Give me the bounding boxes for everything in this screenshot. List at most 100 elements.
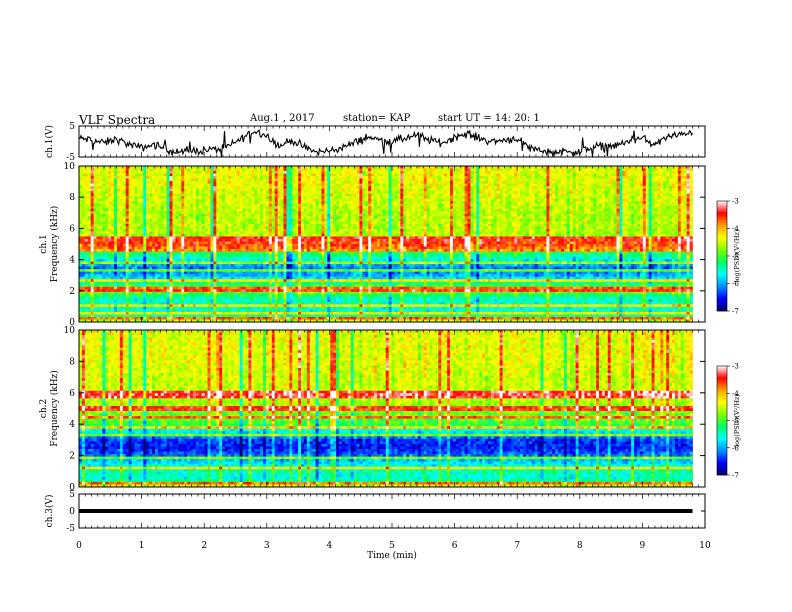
spectrogram-cell — [622, 201, 625, 204]
spectrogram-cell — [462, 174, 465, 177]
spectrogram-cell — [500, 194, 503, 197]
spectrogram-cell — [552, 181, 555, 184]
spectrogram-cell — [406, 199, 409, 202]
spectrogram-cell — [538, 171, 541, 174]
spectrogram-cell — [576, 204, 579, 207]
spectrogram-cell — [94, 201, 97, 204]
spectrogram-cell — [497, 174, 500, 177]
spectrogram-cell — [345, 201, 348, 204]
spectrogram-cell — [666, 171, 669, 174]
spectrogram-cell — [444, 191, 447, 194]
spectrogram-cell — [503, 181, 506, 184]
spectrogram-cell — [170, 179, 173, 182]
spectrogram-cell — [88, 174, 91, 177]
spectrogram-cell — [614, 201, 617, 204]
spectrogram-cell — [558, 201, 561, 204]
spectrogram-cell — [374, 171, 377, 174]
spectrogram-cell — [371, 199, 374, 202]
spectrogram-cell — [511, 186, 514, 189]
spectrogram-cell — [415, 176, 418, 179]
spectrogram-cell — [646, 174, 649, 177]
spectrogram-cell — [543, 186, 546, 189]
spectrogram-cell — [102, 174, 105, 177]
spectrogram-cell — [491, 196, 494, 199]
spectrogram-cell — [543, 169, 546, 172]
spectrogram-cell — [614, 169, 617, 172]
spectrogram-cell — [409, 196, 412, 199]
spectrogram-cell — [88, 169, 91, 172]
spectrogram-cell — [625, 179, 628, 182]
spectrogram-cell — [655, 189, 658, 192]
spectrogram-cell — [599, 204, 602, 207]
spectrogram-cell — [599, 181, 602, 184]
spectrogram-cell — [514, 204, 517, 207]
spectrogram-cell — [605, 171, 608, 174]
spectrogram-cell — [129, 196, 132, 199]
spectrogram-cell — [281, 199, 284, 202]
spectrogram-cell — [672, 171, 675, 174]
spectrogram-cell — [427, 201, 430, 204]
spectrogram-cell — [500, 196, 503, 199]
spectrogram-cell — [541, 199, 544, 202]
spectrogram-cell — [383, 186, 386, 189]
spectrogram-cell — [657, 201, 660, 204]
spectrogram-cell — [307, 199, 310, 202]
spectrogram-cell — [494, 199, 497, 202]
spectrogram-cell — [205, 191, 208, 194]
spectrogram-cell — [105, 201, 108, 204]
spectrogram-cell — [608, 171, 611, 174]
spectrogram-cell — [506, 201, 509, 204]
spectrogram-cell — [170, 204, 173, 207]
spectrogram-cell — [655, 191, 658, 194]
spectrogram-cell — [143, 181, 146, 184]
spectrogram-cell — [479, 199, 482, 202]
spectrogram-cell — [111, 201, 114, 204]
spectrogram-cell — [511, 171, 514, 174]
spectrogram-cell — [263, 184, 266, 187]
spectrogram-cell — [395, 194, 398, 197]
spectrogram-cell — [82, 174, 85, 177]
spectrogram-cell — [205, 201, 208, 204]
spectrogram-cell — [681, 176, 684, 179]
spectrogram-cell — [549, 174, 552, 177]
spectrogram-cell — [406, 186, 409, 189]
spectrogram-cell — [225, 169, 228, 172]
spectrogram-cell — [292, 181, 295, 184]
spectrogram-cell — [316, 186, 319, 189]
spectrogram-cell — [619, 179, 622, 182]
spectrogram-cell — [397, 176, 400, 179]
spectrogram-cell — [187, 199, 190, 202]
spectrogram-cell — [535, 176, 538, 179]
spectrogram-cell — [538, 184, 541, 187]
spectrogram-cell — [319, 179, 322, 182]
spectrogram-cell — [120, 199, 123, 202]
spectrogram-cell — [137, 186, 140, 189]
spectrogram-cell — [453, 176, 456, 179]
spectrogram-cell — [336, 201, 339, 204]
spectrogram-cell — [181, 194, 184, 197]
spectrogram-cell — [99, 194, 102, 197]
spectrogram-cell — [149, 181, 152, 184]
spectrogram-cell — [622, 186, 625, 189]
spectrogram-cell — [345, 191, 348, 194]
spectrogram-cell — [243, 174, 246, 177]
spectrogram-cell — [205, 196, 208, 199]
spectrogram-cell — [576, 196, 579, 199]
spectrogram-cell — [503, 184, 506, 187]
spectrogram-cell — [336, 194, 339, 197]
spectrogram-cell — [541, 196, 544, 199]
spectrogram-cell — [170, 174, 173, 177]
spectrogram-cell — [573, 191, 576, 194]
spectrogram-cell — [395, 174, 398, 177]
spectrogram-cell — [427, 184, 430, 187]
spectrogram-cell — [102, 169, 105, 172]
spectrogram-cell — [465, 174, 468, 177]
spectrogram-cell — [655, 181, 658, 184]
spectrogram-cell — [579, 189, 582, 192]
spectrogram-cell — [529, 181, 532, 184]
spectrogram-cell — [368, 191, 371, 194]
spectrogram-cell — [462, 191, 465, 194]
spectrogram-cell — [637, 184, 640, 187]
spectrogram-cell — [418, 171, 421, 174]
spectrogram-cell — [412, 196, 415, 199]
